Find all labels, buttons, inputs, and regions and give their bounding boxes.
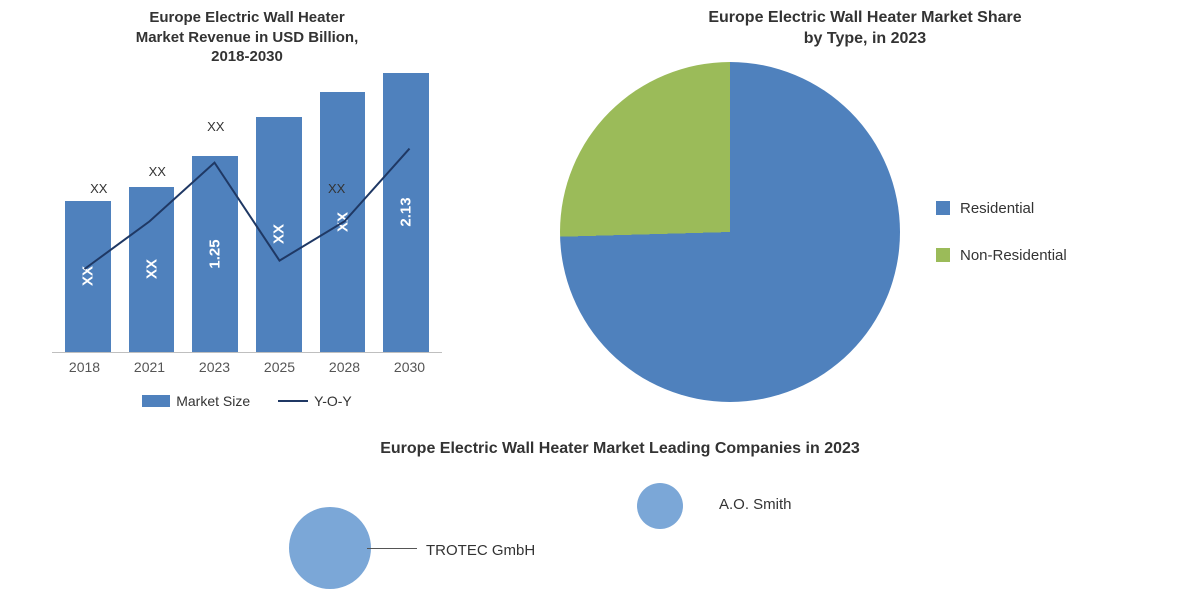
combo-plot-area: XXXX1.25XXXX2.13 XXXXXXXX 20182021202320… bbox=[52, 73, 442, 375]
company-bubble bbox=[289, 507, 371, 589]
pie-wrap: Residential Non-Residential bbox=[560, 62, 1170, 402]
x-tick-label: 2021 bbox=[117, 359, 182, 375]
x-tick-label: 2023 bbox=[182, 359, 247, 375]
legend-swatch-line bbox=[278, 400, 308, 402]
pie-legend-label: Residential bbox=[960, 200, 1034, 217]
revenue-combo-chart: Europe Electric Wall HeaterMarket Revenu… bbox=[52, 8, 442, 409]
pie-legend-swatch bbox=[936, 248, 950, 262]
x-tick-label: 2028 bbox=[312, 359, 377, 375]
legend-label-yoy: Y-O-Y bbox=[314, 393, 352, 409]
xx-annotation: XX bbox=[90, 181, 107, 196]
pie-legend-item: Non-Residential bbox=[936, 247, 1067, 264]
pie-chart-title: Europe Electric Wall Heater Market Share… bbox=[560, 8, 1170, 50]
companies-title: Europe Electric Wall Heater Market Leadi… bbox=[220, 440, 1020, 458]
xx-annotation: XX bbox=[207, 119, 224, 134]
company-bubble bbox=[637, 483, 683, 529]
legend-label-market-size: Market Size bbox=[176, 393, 250, 409]
company-label: A.O. Smith bbox=[719, 496, 792, 513]
pie-graphic bbox=[560, 62, 900, 402]
bubble-leader-line bbox=[367, 548, 417, 549]
xx-annotation: XX bbox=[328, 181, 345, 196]
x-tick-label: 2025 bbox=[247, 359, 312, 375]
x-tick-label: 2018 bbox=[52, 359, 117, 375]
pie-legend: Residential Non-Residential bbox=[936, 170, 1067, 294]
legend-item-yoy: Y-O-Y bbox=[278, 393, 352, 409]
leading-companies-chart: Europe Electric Wall Heater Market Leadi… bbox=[220, 440, 1020, 598]
x-tick-label: 2030 bbox=[377, 359, 442, 375]
legend-item-market-size: Market Size bbox=[142, 393, 250, 409]
combo-x-labels: 201820212023202520282030 bbox=[52, 359, 442, 375]
combo-chart-title: Europe Electric Wall HeaterMarket Revenu… bbox=[52, 8, 442, 67]
pie-legend-swatch bbox=[936, 201, 950, 215]
market-share-pie-chart: Europe Electric Wall Heater Market Share… bbox=[560, 8, 1170, 402]
combo-legend: Market Size Y-O-Y bbox=[52, 393, 442, 409]
company-label: TROTEC GmbH bbox=[426, 542, 535, 559]
xx-annotations: XX XX XX XX bbox=[52, 73, 442, 353]
xx-annotation: XX bbox=[149, 164, 166, 179]
pie-legend-label: Non-Residential bbox=[960, 247, 1067, 264]
legend-swatch-bar bbox=[142, 395, 170, 407]
pie-legend-item: Residential bbox=[936, 200, 1067, 217]
company-bubbles: TROTEC GmbH A.O. Smith bbox=[220, 468, 1020, 598]
